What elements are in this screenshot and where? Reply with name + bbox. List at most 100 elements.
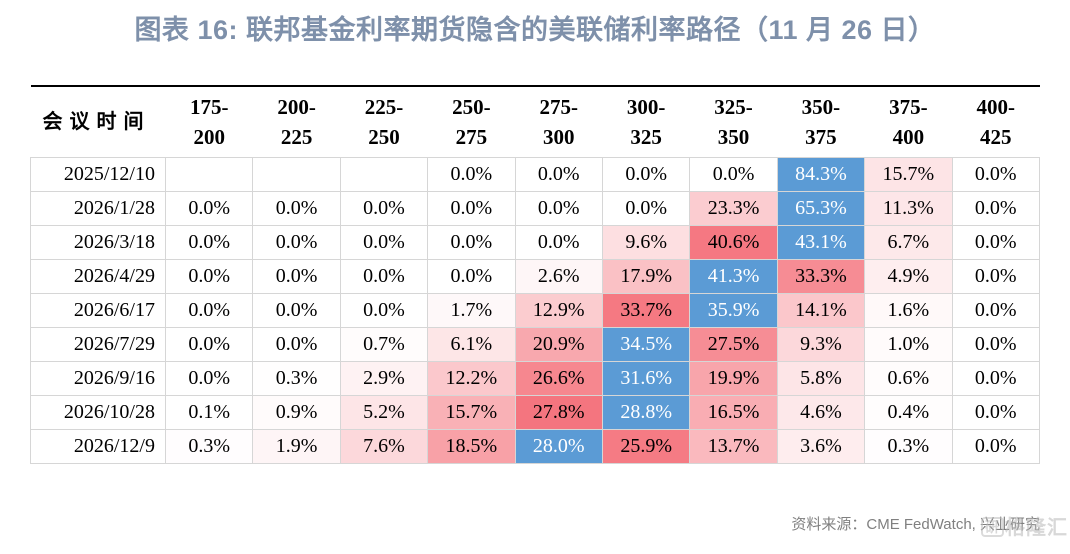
probability-cell: 0.0%: [164, 293, 254, 328]
probability-cell: 0.0%: [951, 395, 1041, 430]
probability-cell: 7.6%: [339, 429, 429, 464]
probability-cell: 2.6%: [514, 259, 603, 294]
probability-cell: 0.1%: [164, 395, 254, 430]
probability-cell: 0.0%: [339, 225, 429, 260]
column-header-meeting-time: 会议时间: [30, 85, 166, 158]
probability-cell: 0.0%: [601, 157, 691, 192]
probability-cell: [252, 157, 341, 192]
probability-cell: 0.9%: [252, 395, 341, 430]
probability-cell: 33.7%: [601, 293, 691, 328]
probability-cell: [164, 157, 254, 192]
probability-cell: 16.5%: [689, 395, 778, 430]
probability-cell: 15.7%: [427, 395, 516, 430]
column-header-range-400-425: 400- 425: [952, 85, 1040, 158]
probability-cell: 34.5%: [601, 327, 691, 362]
probability-cell: 0.0%: [339, 259, 429, 294]
probability-cell: 0.0%: [514, 157, 603, 192]
probability-cell: 65.3%: [776, 191, 866, 226]
source-note: 资料来源：CME FedWatch, 兴业研究 研格隆汇: [791, 513, 1067, 539]
probability-cell: 0.6%: [864, 361, 953, 396]
probability-cell: 1.9%: [252, 429, 341, 464]
probability-cell: 9.3%: [776, 327, 866, 362]
probability-cell: 13.7%: [689, 429, 778, 464]
probability-cell: 25.9%: [601, 429, 691, 464]
probability-cell: 0.0%: [951, 293, 1041, 328]
probability-cell: 0.0%: [252, 259, 341, 294]
probability-cell: 0.0%: [951, 225, 1041, 260]
probability-cell: 3.6%: [776, 429, 866, 464]
probability-cell: 0.0%: [164, 361, 254, 396]
probability-cell: 0.3%: [252, 361, 341, 396]
probability-cell: 4.9%: [864, 259, 953, 294]
probability-cell: 23.3%: [689, 191, 778, 226]
probability-cell: 35.9%: [689, 293, 778, 328]
column-header-range-225-250: 225- 250: [340, 85, 428, 158]
probability-cell: 2.9%: [339, 361, 429, 396]
watermark-logo-box: 研: [981, 517, 1004, 537]
probability-cell: 5.8%: [776, 361, 866, 396]
column-header-range-325-350: 325- 350: [689, 85, 778, 158]
meeting-date-cell: 2026/10/28: [30, 395, 166, 430]
fed-rate-path-table: 会议时间 175- 200 200- 225 225- 250 250- 275 275- 300 3…: [30, 85, 1041, 464]
probability-cell: 0.0%: [164, 327, 254, 362]
probability-cell: 0.0%: [252, 225, 341, 260]
table-row: 2026/7/29 0.0% 0.0% 0.7% 6.1% 20.9% 34.5% 27.5%…: [30, 327, 1041, 362]
column-header-range-275-300: 275- 300: [515, 85, 603, 158]
probability-cell: 0.0%: [514, 225, 603, 260]
probability-cell: 43.1%: [776, 225, 866, 260]
probability-cell: [339, 157, 429, 192]
probability-cell: 0.0%: [252, 191, 341, 226]
meeting-date-cell: 2025/12/10: [30, 157, 166, 192]
column-header-range-300-325: 300- 325: [602, 85, 690, 158]
watermark-text: 格隆汇: [1005, 517, 1068, 539]
probability-cell: 0.0%: [339, 191, 429, 226]
table-header-row: 会议时间 175- 200 200- 225 225- 250 250- 275 275- 300 3…: [30, 85, 1040, 158]
probability-cell: 26.6%: [514, 361, 603, 396]
probability-cell: 15.7%: [864, 157, 953, 192]
probability-cell: 6.1%: [427, 327, 516, 362]
probability-cell: 1.0%: [864, 327, 953, 362]
probability-cell: 0.3%: [164, 429, 254, 464]
table-row: 2026/1/28 0.0% 0.0% 0.0% 0.0% 0.0% 0.0% 23.3% 65…: [30, 191, 1041, 226]
probability-cell: 0.0%: [427, 259, 516, 294]
probability-cell: 40.6%: [689, 225, 778, 260]
probability-cell: 14.1%: [776, 293, 866, 328]
probability-cell: 41.3%: [689, 259, 778, 294]
probability-cell: 0.0%: [427, 191, 516, 226]
column-header-range-250-275: 250- 275: [427, 85, 516, 158]
probability-cell: 9.6%: [601, 225, 691, 260]
column-header-range-350-375: 350- 375: [777, 85, 865, 158]
probability-cell: 84.3%: [776, 157, 866, 192]
probability-cell: 0.0%: [951, 259, 1041, 294]
probability-cell: 0.0%: [339, 293, 429, 328]
probability-cell: 0.0%: [601, 191, 691, 226]
probability-cell: 27.5%: [689, 327, 778, 362]
table-row: 2026/12/9 0.3% 1.9% 7.6% 18.5% 28.0% 25.9% 13.7…: [30, 429, 1041, 464]
probability-cell: 0.0%: [689, 157, 778, 192]
probability-cell: 0.0%: [514, 191, 603, 226]
figure-title: 图表 16: 联邦基金利率期货隐含的美联储利率路径（11 月 26 日）: [134, 15, 936, 45]
probability-cell: 19.9%: [689, 361, 778, 396]
probability-cell: 17.9%: [601, 259, 691, 294]
probability-cell: 28.8%: [601, 395, 691, 430]
probability-cell: 0.0%: [951, 327, 1041, 362]
probability-cell: 18.5%: [427, 429, 516, 464]
table-row: 2026/3/18 0.0% 0.0% 0.0% 0.0% 0.0% 9.6% 40.6% 43…: [30, 225, 1041, 260]
probability-cell: 0.0%: [951, 429, 1041, 464]
probability-cell: 27.8%: [514, 395, 603, 430]
probability-cell: 12.2%: [427, 361, 516, 396]
meeting-date-cell: 2026/7/29: [30, 327, 166, 362]
meeting-date-cell: 2026/9/16: [30, 361, 166, 396]
source-text: 资料来源：CME FedWatch, 兴业研究: [791, 516, 1040, 533]
probability-cell: 0.0%: [164, 191, 254, 226]
probability-cell: 12.9%: [514, 293, 603, 328]
probability-cell: 5.2%: [339, 395, 429, 430]
table-row: 2026/10/28 0.1% 0.9% 5.2% 15.7% 27.8% 28.8% 16.…: [30, 395, 1041, 430]
probability-cell: 0.0%: [951, 361, 1041, 396]
probability-cell: 0.0%: [951, 191, 1041, 226]
table-row: 2026/4/29 0.0% 0.0% 0.0% 0.0% 2.6% 17.9% 41.3% 3…: [30, 259, 1041, 294]
probability-cell: 20.9%: [514, 327, 603, 362]
column-header-range-175-200: 175- 200: [165, 85, 253, 158]
table-row: 2026/9/16 0.0% 0.3% 2.9% 12.2% 26.6% 31.6% 19.9…: [30, 361, 1041, 396]
probability-cell: 0.7%: [339, 327, 429, 362]
